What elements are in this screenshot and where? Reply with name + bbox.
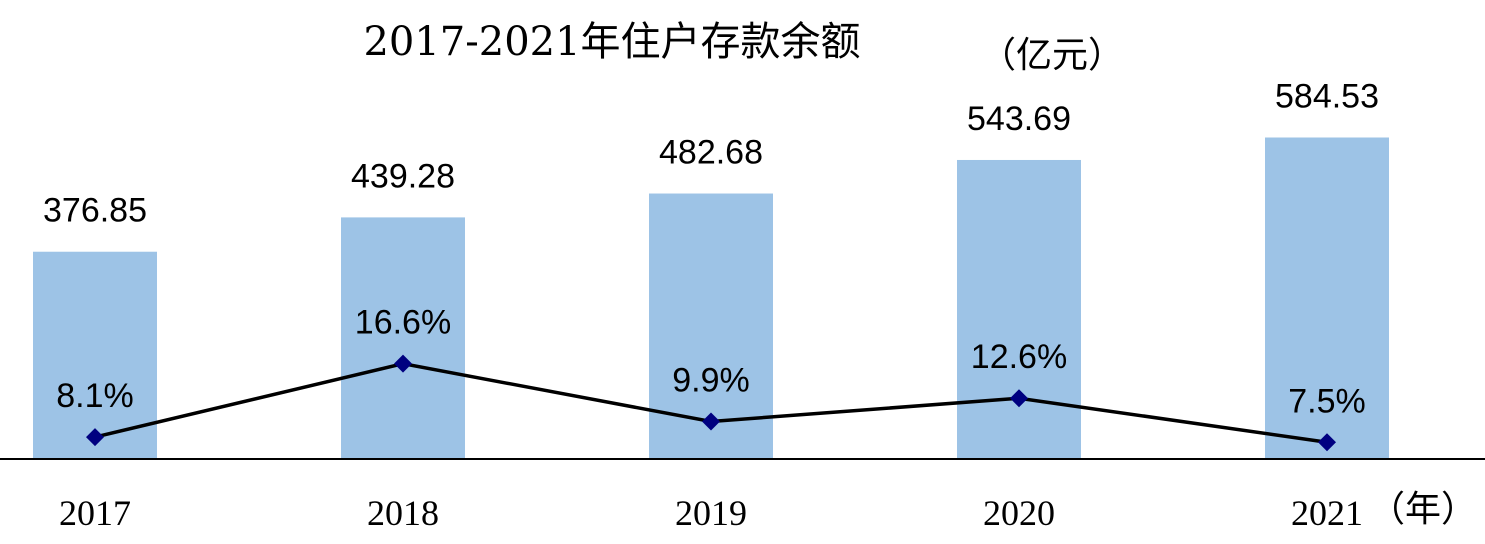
x-tick-2019: 2019: [675, 493, 747, 533]
growth-marker-2017: [86, 428, 104, 447]
chart-title: 2017-2021年住户存款余额: [363, 19, 860, 65]
bar-value-label-2017: 376.85: [43, 192, 147, 230]
growth-label-2017: 8.1%: [56, 377, 134, 415]
bar-value-label-2020: 543.69: [967, 100, 1071, 138]
x-axis-unit-label: （年）: [1369, 489, 1477, 529]
growth-marker-2019: [702, 412, 720, 431]
data-labels: 376.85 439.28 482.68 543.69 584.53 8.1% 16.6% 9…: [43, 78, 1379, 421]
growth-rate-series: [86, 354, 1336, 452]
growth-marker-2018: [394, 354, 412, 373]
bar-value-label-2018: 439.28: [351, 157, 455, 195]
bar-2020: [957, 159, 1081, 459]
bar-value-label-2019: 482.68: [659, 134, 763, 172]
bar-2021: [1265, 137, 1389, 460]
x-tick-2017: 2017: [59, 493, 131, 533]
bar-series: [33, 137, 1389, 460]
bar-2018: [341, 217, 465, 459]
x-tick-2021: 2021: [1291, 493, 1363, 533]
growth-marker-2021: [1318, 433, 1336, 452]
x-tick-2020: 2020: [983, 493, 1055, 533]
bar-2017: [33, 251, 157, 459]
x-axis-tick-labels: 2017 2018 2019 2020 2021 （年）: [59, 489, 1477, 533]
x-tick-2018: 2018: [367, 493, 439, 533]
chart-unit-label: （亿元）: [980, 35, 1124, 76]
growth-label-2021: 7.5%: [1288, 382, 1366, 420]
bar-value-label-2021: 584.53: [1275, 78, 1379, 116]
growth-marker-2020: [1010, 389, 1028, 408]
growth-label-2018: 16.6%: [355, 304, 451, 342]
growth-label-2019: 9.9%: [672, 362, 750, 400]
growth-label-2020: 12.6%: [971, 338, 1067, 376]
